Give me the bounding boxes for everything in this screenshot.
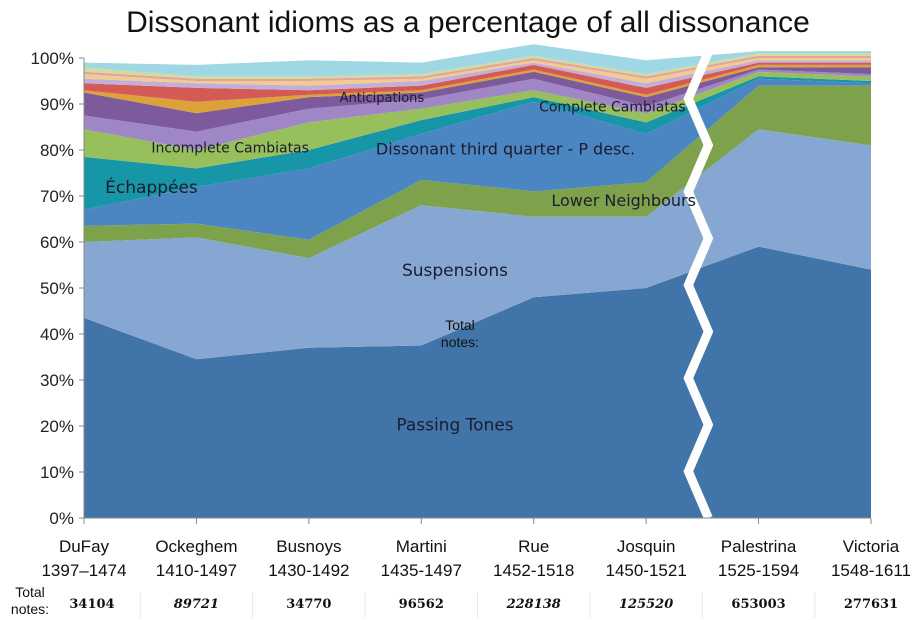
area-series-11 xyxy=(84,60,871,91)
total-notes-label: Total xyxy=(15,584,45,600)
y-tick-label: 70% xyxy=(40,187,74,206)
annotation-passing-tones: Passing Tones xyxy=(396,415,513,435)
annotation-dissonant-third-quarter-p-desc: Dissonant third quarter - P desc. xyxy=(376,140,635,159)
total-notes-value: 34770 xyxy=(286,597,331,612)
x-label-dates: 1410-1497 xyxy=(156,561,237,580)
area-series-10 xyxy=(84,62,871,102)
x-label-composer: Josquin xyxy=(617,537,676,556)
annotation-anticipations: Anticipations xyxy=(340,91,425,106)
x-label-dates: 1452-1518 xyxy=(493,561,574,580)
x-axis-labels: DuFay 1397–1474 Ockeghem 1410-1497 Busnoys 14… xyxy=(41,537,911,580)
inner-total-notes-label: notes: xyxy=(441,334,479,350)
area-dissonant-third-quarter-p-desc xyxy=(84,78,871,240)
x-label-composer: Rue xyxy=(518,537,549,556)
y-tick-label: 90% xyxy=(40,95,74,114)
y-tick-label: 0% xyxy=(49,509,74,528)
total-notes-value: 89721 xyxy=(174,597,219,612)
y-tick-label: 20% xyxy=(40,417,74,436)
area-suspensions xyxy=(84,129,871,360)
y-tick-label: 30% xyxy=(40,371,74,390)
axes-group: 0% 10% 20% 30% 40% 50% 60% 70% 80% 90% 100% xyxy=(31,49,872,528)
area-series-13 xyxy=(84,55,871,81)
area-anticipations xyxy=(84,67,871,132)
total-notes-value: 125520 xyxy=(619,597,673,612)
x-label-composer: Martini xyxy=(396,537,447,556)
y-tick-label: 60% xyxy=(40,233,74,252)
y-tick-label: 10% xyxy=(40,463,74,482)
totals-row: 34104 89721 34770 96562 228138 125520 653003 27… xyxy=(11,584,898,618)
total-notes-value: 34104 xyxy=(69,597,114,612)
x-label-composer: Palestrina xyxy=(721,537,797,556)
y-tick-label: 80% xyxy=(40,141,74,160)
annotation-suspensions: Suspensions xyxy=(402,261,508,281)
x-label-composer: Busnoys xyxy=(276,537,341,556)
axis-break-zigzag xyxy=(683,50,714,520)
annotation-complete-cambiatas: Complete Cambiatas xyxy=(539,99,686,115)
annotation-incomplete-cambiatas: Incomplete Cambiatas xyxy=(151,141,309,157)
annotation-echappees: Échappées xyxy=(105,176,198,198)
y-tick-label: 100% xyxy=(31,49,74,68)
total-notes-value: 96562 xyxy=(399,597,444,612)
y-tick-label: 50% xyxy=(40,279,74,298)
x-label-dates: 1450-1521 xyxy=(605,561,686,580)
x-label-dates: 1548-1611 xyxy=(831,561,911,580)
total-notes-label: notes: xyxy=(11,601,49,617)
inner-total-notes-label: Total xyxy=(445,317,475,333)
y-tick-label: 40% xyxy=(40,325,74,344)
chart-title: Dissonant idioms as a percentage of all … xyxy=(126,6,810,39)
total-notes-value: 277631 xyxy=(844,597,898,612)
area-series-14 xyxy=(84,53,871,79)
x-label-dates: 1430-1492 xyxy=(268,561,349,580)
x-label-dates: 1435-1497 xyxy=(381,561,462,580)
axis-break xyxy=(683,50,714,520)
area-passing-tones xyxy=(84,246,871,518)
annotation-lower-neighbours: Lower Neighbours xyxy=(551,191,696,210)
x-label-dates: 1525-1594 xyxy=(718,561,799,580)
annotations-group: Passing Tones Suspensions Lower Neighbours… xyxy=(105,91,696,435)
area-series-7 xyxy=(84,69,871,150)
total-notes-value: 653003 xyxy=(731,597,785,612)
area-series-group xyxy=(84,44,871,518)
x-label-composer: Ockeghem xyxy=(155,537,237,556)
x-label-dates: 1397–1474 xyxy=(41,561,126,580)
x-label-composer: Victoria xyxy=(843,537,900,556)
x-label-composer: DuFay xyxy=(59,537,110,556)
area-lower-neighbours xyxy=(84,85,871,259)
area-incomplete-cambiatas xyxy=(84,71,871,169)
area-series-15 xyxy=(84,44,871,77)
total-notes-value: 228138 xyxy=(506,597,561,612)
